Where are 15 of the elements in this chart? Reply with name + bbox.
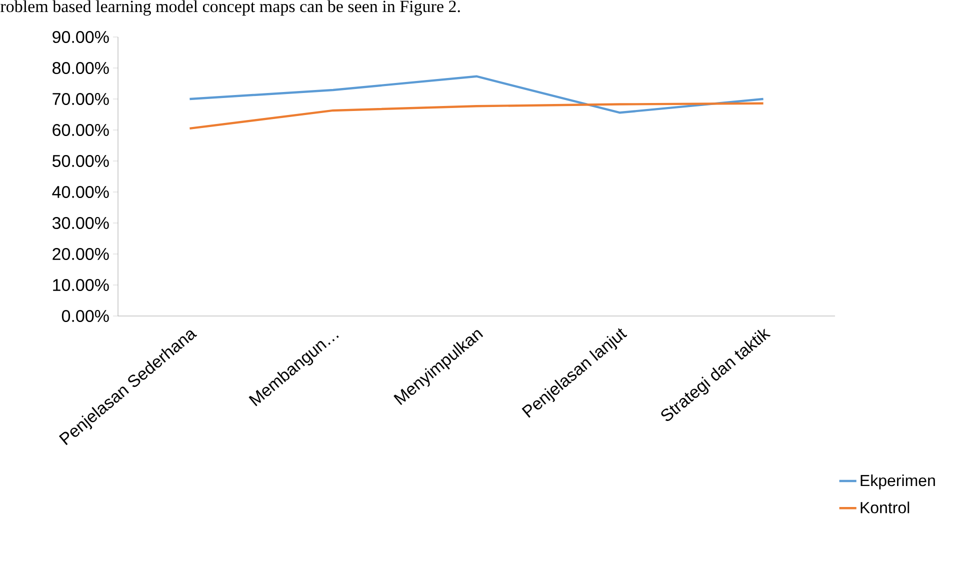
y-tick-label: 50.00% (52, 154, 109, 168)
legend-label: Kontrol (860, 502, 910, 514)
legend-label: Ekperimen (860, 474, 935, 490)
line-series (188, 75, 764, 114)
y-tick-label: 80.00% (52, 62, 109, 74)
y-tick-label: 70.00% (52, 92, 109, 106)
y-tick-label: 0.00% (62, 310, 109, 322)
y-tick-label: 60.00% (52, 124, 109, 136)
y-tick-label: 10.00% (53, 278, 109, 292)
text: roblem based learning model concept maps can be seen in Figure 2. (0, 0, 460, 16)
y-tick-label: 90.00% (52, 30, 109, 44)
y-tick-label: 30.00% (52, 216, 109, 230)
y-tick-label: 20.00% (52, 248, 109, 260)
line-series (188, 102, 764, 130)
y-tick-label: 40.00% (52, 186, 109, 198)
